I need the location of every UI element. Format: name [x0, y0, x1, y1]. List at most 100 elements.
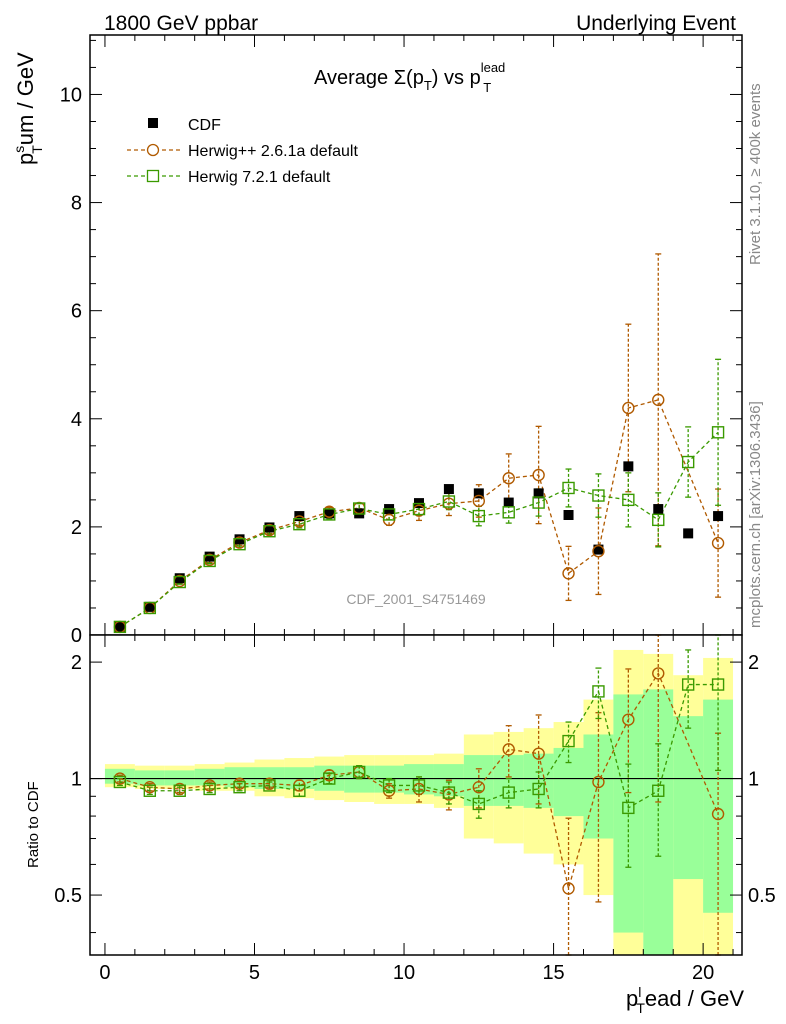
ratio-marker-herwig7: [652, 784, 665, 797]
main-marker-cdf: [623, 461, 634, 472]
main-marker-cdf: [204, 551, 215, 562]
x-axis-label: pl Tead / GeV: [626, 984, 744, 1016]
header-process-label: Underlying Event: [576, 12, 736, 35]
ratio-marker-herwigpp: [711, 807, 725, 821]
legend: CDF Herwig++ 2.6.1a default Herwig 7.2.1…: [127, 117, 358, 186]
ratio-y-tick-label: 1: [71, 769, 82, 791]
main-axis-ticks: 0 2 4 6 8 10: [60, 35, 742, 647]
analysis-watermark: CDF_2001_S4751469: [346, 591, 486, 607]
ratio-marker-herwig7: [293, 784, 306, 797]
ratio-marker-herwig7: [263, 779, 276, 792]
main-marker-herwig7: [472, 509, 486, 523]
ratio-band-green: [643, 689, 674, 955]
main-y-tick-label: 4: [71, 409, 82, 431]
legend-label-herwig7: Herwig 7.2.1 default: [188, 169, 331, 186]
ratio-frame: [89, 634, 743, 956]
main-marker-herwig7: [143, 601, 157, 615]
main-marker-herwig7: [592, 489, 605, 502]
main-marker-cdf: [713, 511, 724, 522]
main-marker-herwig7: [352, 502, 366, 515]
main-panel: 0 2 4 6 8 10 Average Σ(pT) vs plead T ps Tum / …: [11, 34, 743, 647]
ratio-markers: [113, 667, 725, 895]
main-title: Average Σ(pT) vs plead T: [314, 60, 505, 95]
legend-label-cdf: CDF: [188, 117, 221, 134]
main-marker-herwig7: [442, 495, 456, 508]
ratio-panel: 0.5 0.51 12 20 5 10 15 20 Ratio to CDF pl Tead /…: [25, 634, 776, 1016]
ratio-band-green: [673, 716, 704, 880]
main-marker-cdf: [264, 522, 275, 533]
main-marker-herwigpp: [532, 468, 545, 482]
main-marker-herwigpp: [472, 494, 486, 508]
ratio-marker-herwig7: [382, 779, 396, 792]
ratio-y-tick-label-right: 0.5: [748, 885, 776, 907]
main-marker-cdf: [443, 484, 454, 495]
legend-label-herwigpp: Herwig++ 2.6.1a default: [188, 143, 358, 160]
ratio-band-green: [194, 768, 225, 786]
main-marker-herwig7: [113, 620, 127, 634]
ratio-band-green: [224, 767, 255, 788]
main-marker-herwigpp: [652, 393, 665, 407]
ratio-marker-herwig7: [562, 734, 575, 748]
main-marker-herwig7: [263, 525, 276, 538]
main-marker-herwig7: [532, 496, 545, 509]
ratio-y-tick-label-right: 2: [748, 652, 759, 674]
main-y-tick-label: 8: [71, 193, 82, 215]
main-marker-cdf: [533, 488, 544, 499]
ratio-marker-herwigpp: [622, 713, 635, 726]
main-marker-cdf: [324, 508, 335, 519]
ratio-marker-herwig7: [203, 782, 216, 796]
x-tick-label: 0: [99, 962, 110, 984]
main-marker-herwig7: [562, 481, 575, 495]
main-marker-herwigpp: [562, 567, 575, 580]
x-tick-label: 5: [249, 962, 260, 984]
mcplots-label: mcplots.cern.ch [arXiv:1306.3436]: [747, 401, 764, 628]
main-y-tick-label: 10: [60, 84, 82, 106]
main-marker-herwig7: [681, 455, 695, 469]
x-tick-label: 10: [393, 962, 415, 984]
ratio-marker-herwig7: [592, 685, 605, 698]
ratio-marker-herwig7: [442, 786, 456, 799]
main-markers: [113, 393, 725, 634]
legend-marker-cdf: [148, 118, 158, 128]
header-energy-label: 1800 GeV ppbar: [104, 12, 258, 35]
legend-marker-herwigpp: [146, 143, 160, 157]
ratio-marker-herwig7: [502, 786, 515, 799]
main-y-tick-label: 6: [71, 301, 82, 323]
main-marker-herwigpp: [502, 472, 515, 485]
main-marker-herwig7: [323, 508, 336, 521]
main-marker-cdf: [683, 528, 694, 539]
ratio-marker-herwigpp: [592, 775, 605, 789]
main-marker-herwig7: [173, 575, 186, 589]
main-marker-herwig7: [711, 426, 725, 439]
x-tick-label: 20: [692, 962, 714, 984]
ratio-marker-herwigpp: [562, 882, 575, 895]
main-marker-herwig7: [412, 502, 426, 516]
ratio-marker-herwig7: [412, 779, 426, 792]
ratio-marker-herwig7: [681, 678, 695, 691]
main-marker-herwig7: [293, 517, 306, 531]
ratio-line-herwig7: [119, 683, 719, 809]
ratio-axis-ticks: 0.5 0.51 12 20 5 10 15 20: [54, 635, 776, 984]
ratio-marker-herwig7: [352, 765, 366, 779]
main-y-tick-label: 0: [71, 625, 82, 647]
ratio-marker-herwig7: [233, 781, 246, 794]
ratio-marker-herwig7: [113, 775, 127, 789]
legend-entry-herwig7: Herwig 7.2.1 default: [127, 169, 331, 186]
x-tick-label: 15: [542, 962, 564, 984]
main-line-herwig7: [119, 431, 719, 628]
ratio-marker-herwigpp: [532, 747, 545, 760]
main-plot-area: [90, 35, 742, 635]
ratio-marker-herwigpp: [652, 667, 665, 680]
main-marker-herwig7: [622, 493, 635, 507]
main-marker-cdf: [473, 488, 484, 499]
ratio-y-tick-label: 2: [71, 652, 82, 674]
ratio-marker-herwig7: [622, 801, 635, 815]
main-marker-herwig7: [652, 513, 665, 527]
main-marker-herwigpp: [592, 545, 605, 558]
main-series-lines: [119, 399, 719, 628]
main-y-tick-label: 2: [71, 517, 82, 539]
main-y-axis-label: ps Tum / GeV: [11, 52, 45, 165]
main-marker-herwigpp: [711, 536, 725, 550]
ratio-marker-herwig7: [323, 772, 336, 785]
